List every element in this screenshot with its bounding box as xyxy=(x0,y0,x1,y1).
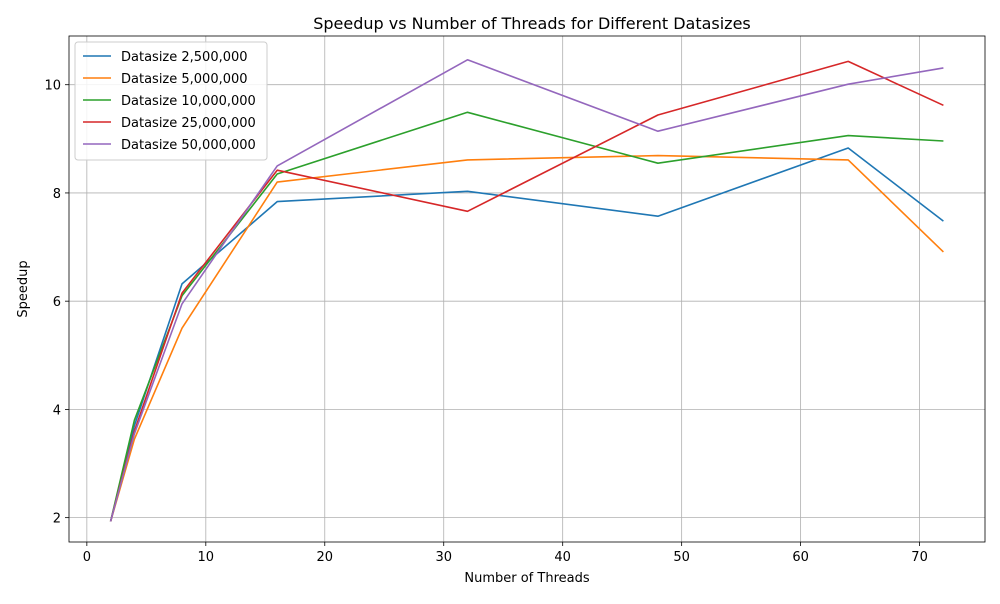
axis-ticks: 0 10 20 30 40 50 60 70 2 4 6 8 10 xyxy=(44,79,927,565)
x-axis-label: Number of Threads xyxy=(464,571,589,586)
chart-title: Speedup vs Number of Threads for Differe… xyxy=(313,14,751,33)
series-line xyxy=(109,58,944,522)
legend-label: Datasize 2,500,000 xyxy=(121,50,248,65)
y-tick-label: 6 xyxy=(53,295,61,310)
series-line xyxy=(109,154,944,522)
x-tick-label: 0 xyxy=(83,550,91,565)
legend-label: Datasize 50,000,000 xyxy=(121,138,256,153)
legend: Datasize 2,500,000 Datasize 5,000,000 Data… xyxy=(74,41,268,161)
x-tick-label: 10 xyxy=(198,550,215,565)
legend-box xyxy=(74,41,268,161)
x-tick-label: 20 xyxy=(316,550,333,565)
y-tick-label: 4 xyxy=(53,403,61,418)
series-line xyxy=(109,147,944,522)
x-tick-label: 30 xyxy=(435,550,452,565)
y-tick-label: 10 xyxy=(44,79,61,94)
x-tick-label: 50 xyxy=(673,550,690,565)
legend-label: Datasize 5,000,000 xyxy=(121,72,248,87)
x-tick-label: 70 xyxy=(911,550,928,565)
grid xyxy=(69,36,985,542)
series-line xyxy=(109,60,944,522)
y-tick-label: 2 xyxy=(53,512,61,527)
series-lines xyxy=(109,58,944,522)
x-tick-label: 40 xyxy=(554,550,571,565)
x-tick-label: 60 xyxy=(792,550,809,565)
legend-label: Datasize 10,000,000 xyxy=(121,94,256,109)
y-axis-label: Speedup xyxy=(16,260,31,317)
plot-frame xyxy=(68,35,986,543)
series-line xyxy=(109,111,944,522)
legend-label: Datasize 25,000,000 xyxy=(121,116,256,131)
y-tick-label: 8 xyxy=(53,187,61,202)
